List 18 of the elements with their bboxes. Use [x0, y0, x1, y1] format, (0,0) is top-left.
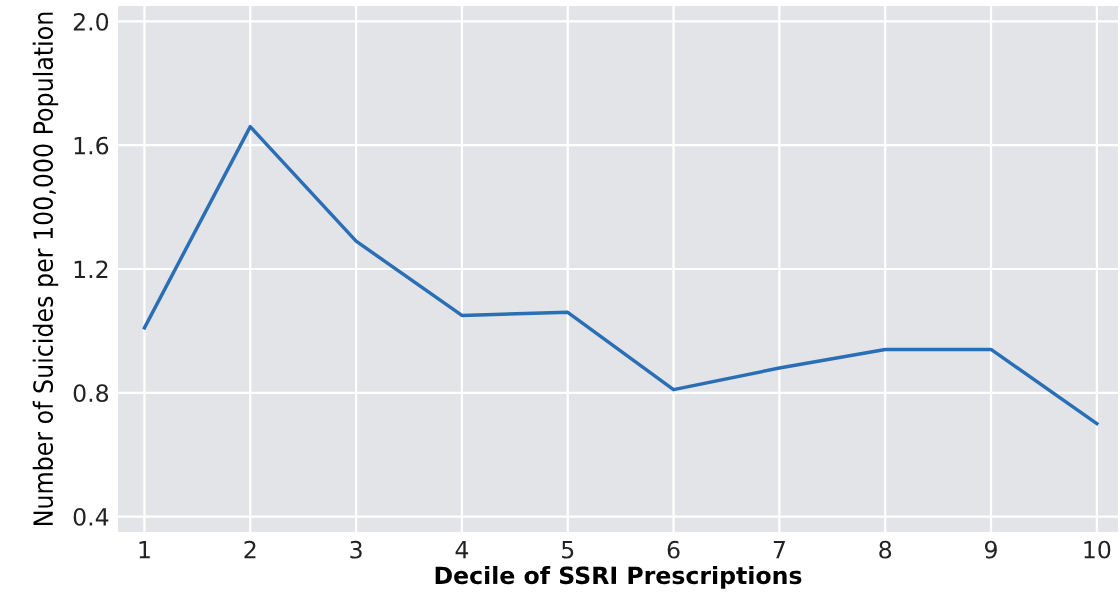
y-tick-label: 1.6: [74, 136, 109, 155]
x-tick-label: 10: [1084, 540, 1111, 559]
x-tick-label: 5: [562, 541, 574, 559]
line-series: [142, 124, 1099, 426]
x-tick-label: 6: [667, 540, 680, 559]
x-tick-label: 2: [244, 540, 256, 559]
y-tick-label: 0.8: [73, 384, 109, 403]
x-tick-label: 4: [455, 541, 469, 559]
x-tick-label: 9: [984, 540, 997, 559]
y-tick-label: 0.4: [73, 507, 109, 526]
x-axis-title: Decile of SSRI Prescriptions: [435, 565, 802, 589]
y-tick-label: 1.2: [74, 260, 108, 278]
y-axis-title: Number of Suicides per 100,000 Population: [32, 12, 59, 525]
y-tick-label: 2.0: [73, 12, 109, 31]
x-tick-label: 7: [773, 541, 785, 559]
x-tick-label: 8: [879, 540, 892, 559]
x-tick-label: 3: [350, 540, 362, 559]
x-tick-label: 1: [139, 541, 150, 559]
